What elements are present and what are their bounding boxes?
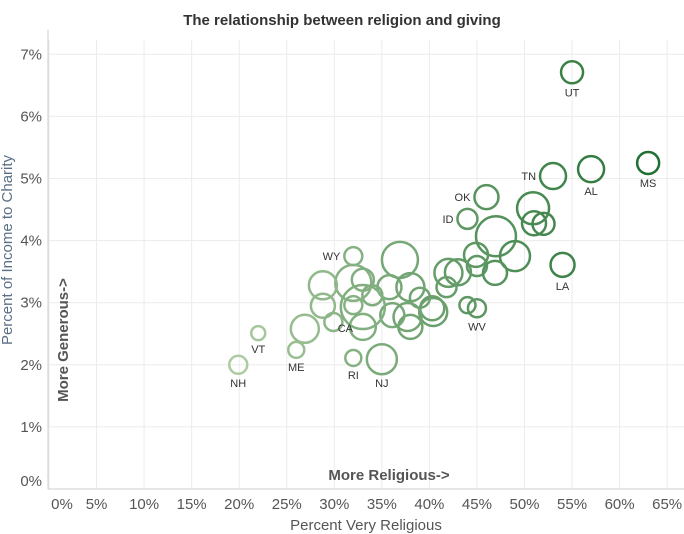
bubble-wy [343, 245, 364, 267]
x-tick-label: 35% [367, 496, 397, 513]
bubble-ok [473, 183, 500, 211]
bubble-nh [227, 354, 249, 376]
bubble [348, 312, 378, 342]
y-tick-label: 2% [20, 357, 42, 374]
bubble-la [549, 251, 576, 279]
bubble-al [576, 154, 606, 184]
bubble [397, 313, 424, 341]
bubble [339, 283, 387, 331]
bubble [433, 257, 464, 289]
x-axis-label: Percent Very Religious [290, 517, 442, 534]
bubble-ri [344, 348, 363, 368]
x-tick-label: 60% [605, 496, 635, 513]
point-label: OK [455, 192, 472, 204]
bubble-ut [559, 60, 585, 85]
bubble [379, 301, 406, 329]
y-tick-label: 5% [20, 171, 42, 188]
bubble [392, 301, 423, 333]
point-label: NH [230, 378, 246, 390]
point-label: WY [323, 251, 341, 263]
x-tick-label: 50% [509, 496, 539, 513]
point-label: LA [556, 281, 570, 293]
point-label: NJ [375, 378, 388, 390]
x-tick-label: 55% [557, 496, 587, 513]
bubble [458, 295, 477, 315]
bubble-wv [466, 298, 488, 319]
y-tick-label: 3% [20, 295, 42, 312]
bubble [462, 241, 490, 269]
bubble [350, 267, 376, 292]
point-label: MS [640, 178, 657, 190]
point-label: AL [584, 186, 597, 198]
bubble [289, 313, 321, 345]
point-label: CA [338, 323, 354, 335]
point-label: VT [251, 344, 265, 356]
point-label: TN [521, 171, 536, 183]
x-tick-label: 45% [462, 496, 492, 513]
x-tick-label: 25% [272, 496, 302, 513]
y-tick-label: 7% [20, 46, 42, 63]
point-label: ID [442, 214, 453, 226]
y-tick-label: 4% [20, 233, 42, 250]
bubble [417, 296, 449, 328]
bubble [309, 292, 337, 320]
x-tick-label: 65% [652, 496, 682, 513]
bubble [343, 294, 364, 316]
y-direction-annotation: More Generous-> [55, 278, 72, 402]
bubble [419, 295, 446, 322]
bubble [498, 239, 532, 273]
chart-title: The relationship between religion and gi… [183, 12, 501, 29]
x-tick-label: 10% [129, 496, 159, 513]
x-tick-label: 40% [414, 496, 444, 513]
point-label: WV [468, 321, 486, 333]
x-tick-label: 30% [319, 496, 349, 513]
point-label: ME [288, 362, 305, 374]
bubble-ca [323, 311, 344, 333]
bubble-id [456, 207, 479, 231]
point-label: RI [348, 370, 359, 382]
bubble-tn [538, 161, 568, 191]
y-tick-label: 6% [20, 108, 42, 125]
point-label: UT [565, 87, 580, 99]
bubble [474, 215, 518, 258]
bubble-nj [365, 342, 399, 376]
bubble [481, 259, 509, 287]
x-direction-annotation: More Religious-> [328, 467, 450, 484]
x-tick-label: 0% [51, 496, 73, 513]
bubble-vt [249, 324, 267, 342]
bubble [531, 211, 556, 237]
bubble [443, 258, 473, 287]
bubble [307, 270, 339, 301]
x-tick-label: 20% [224, 496, 254, 513]
y-tick-label: 0% [20, 473, 42, 490]
y-tick-label: 1% [20, 419, 42, 436]
bubble [465, 254, 489, 278]
x-tick-label: 5% [86, 496, 108, 513]
bubble-me [287, 340, 306, 360]
bubble [520, 209, 548, 237]
x-tick-label: 15% [177, 496, 207, 513]
y-axis-label: Percent of Income to Charity [0, 154, 16, 345]
bubble [435, 275, 458, 299]
bubble-ms [635, 150, 661, 176]
